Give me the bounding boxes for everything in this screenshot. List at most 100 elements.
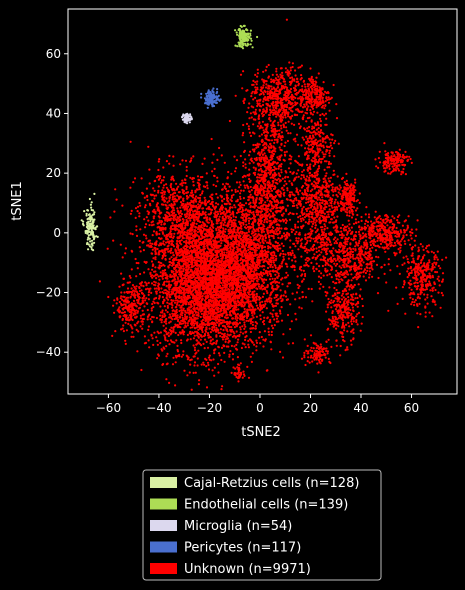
data-point <box>234 206 237 209</box>
data-point <box>268 278 272 281</box>
data-point <box>221 183 225 186</box>
data-point <box>200 327 203 330</box>
data-point <box>257 307 260 310</box>
data-point <box>172 279 175 282</box>
data-point <box>184 282 187 285</box>
data-point <box>191 294 194 297</box>
data-point <box>223 298 226 301</box>
data-point <box>156 339 159 342</box>
data-point <box>211 321 214 325</box>
data-point <box>196 322 199 325</box>
data-point <box>198 324 201 327</box>
data-point <box>155 287 158 290</box>
data-point <box>186 224 189 227</box>
data-point <box>215 227 218 230</box>
data-point <box>239 314 242 317</box>
data-point <box>165 160 168 163</box>
data-point <box>221 303 224 306</box>
data-point <box>228 250 231 253</box>
data-point <box>255 341 259 344</box>
data-point <box>156 343 159 346</box>
data-point <box>266 274 269 277</box>
data-point <box>210 294 214 298</box>
data-point <box>286 265 289 268</box>
data-point <box>238 231 241 234</box>
data-point <box>152 343 155 346</box>
data-point <box>196 317 199 320</box>
data-point <box>300 242 303 245</box>
data-point <box>169 284 173 287</box>
data-point <box>230 266 233 270</box>
data-point <box>220 388 223 391</box>
data-point <box>162 362 165 366</box>
data-point <box>198 265 201 268</box>
data-point <box>236 312 239 316</box>
data-point <box>283 227 286 230</box>
data-point <box>200 322 204 325</box>
data-point <box>254 301 258 304</box>
data-point <box>220 239 223 242</box>
data-point <box>239 326 242 329</box>
data-point <box>149 271 152 274</box>
data-point <box>132 335 135 338</box>
data-point <box>201 221 204 224</box>
data-point <box>171 275 174 278</box>
data-point <box>184 321 187 325</box>
data-point <box>222 329 225 332</box>
data-point <box>170 329 173 332</box>
data-point <box>121 256 124 259</box>
data-point <box>242 180 245 183</box>
data-point <box>251 314 254 317</box>
data-point <box>161 296 164 299</box>
data-point <box>240 293 244 296</box>
data-point <box>242 204 246 207</box>
data-point <box>207 290 210 293</box>
data-point <box>199 304 203 307</box>
data-point <box>130 209 133 212</box>
data-point <box>262 230 266 233</box>
data-point <box>262 264 265 267</box>
data-point <box>267 298 270 301</box>
data-point <box>254 236 257 239</box>
data-point <box>229 226 232 229</box>
data-point <box>188 313 191 316</box>
data-point <box>269 265 272 268</box>
data-point <box>230 262 233 265</box>
data-point <box>295 318 298 321</box>
data-point <box>231 242 234 245</box>
data-point <box>234 312 237 316</box>
data-point <box>214 280 217 283</box>
data-point <box>166 292 169 295</box>
data-point <box>269 273 272 276</box>
data-point <box>176 319 180 323</box>
data-point <box>304 363 307 367</box>
data-point <box>241 206 244 209</box>
data-point <box>286 298 289 301</box>
data-point <box>167 283 171 286</box>
data-point <box>154 258 157 261</box>
data-point <box>186 333 189 337</box>
data-point <box>246 266 249 269</box>
data-point <box>232 279 235 282</box>
data-point <box>148 346 151 349</box>
data-point <box>224 207 227 210</box>
data-point <box>211 246 214 249</box>
data-point <box>270 333 273 337</box>
data-point <box>276 276 279 279</box>
data-point <box>169 339 172 342</box>
data-point <box>171 291 174 294</box>
data-point <box>174 384 177 387</box>
data-point <box>197 288 200 291</box>
data-point <box>217 302 220 305</box>
data-point <box>270 297 273 300</box>
data-point <box>243 327 246 330</box>
data-point <box>282 212 285 215</box>
data-point <box>225 251 228 254</box>
data-point <box>279 247 282 250</box>
data-point <box>237 285 241 289</box>
data-point <box>150 333 153 336</box>
data-point <box>158 278 161 281</box>
data-point <box>186 322 189 325</box>
data-point <box>271 266 274 269</box>
data-point <box>221 274 224 277</box>
